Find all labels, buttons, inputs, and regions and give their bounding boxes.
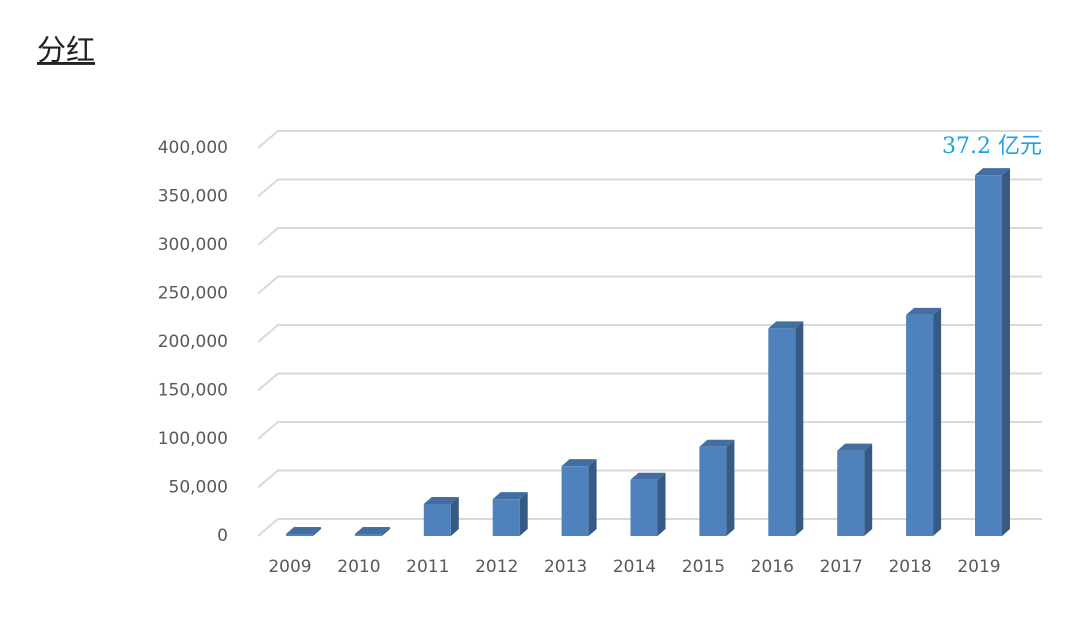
x-tick-label: 2009	[268, 557, 311, 577]
y-tick-label: 150,000	[158, 381, 228, 401]
bar	[768, 328, 796, 536]
x-tick-label: 2019	[957, 557, 1000, 577]
y-tick-label: 50,000	[169, 478, 228, 498]
bar-top	[699, 439, 735, 447]
bar-side	[726, 439, 735, 536]
bar	[906, 314, 934, 536]
bar	[837, 450, 865, 536]
bar-top	[975, 168, 1010, 176]
bar	[354, 534, 382, 536]
bar-side	[864, 443, 873, 536]
bar	[699, 446, 727, 536]
bar-side	[450, 496, 459, 536]
bar	[630, 479, 658, 536]
bar-side	[519, 492, 528, 536]
y-tick-label: 250,000	[158, 284, 228, 304]
x-tick-label: 2015	[682, 557, 725, 577]
y-tick-label: 200,000	[158, 332, 228, 352]
bar	[561, 466, 589, 536]
bar-side	[313, 527, 321, 536]
x-tick-label: 2016	[751, 557, 794, 577]
x-tick-label: 2012	[475, 557, 518, 577]
x-tick-label: 2010	[337, 557, 380, 577]
y-tick-label: 0	[217, 526, 228, 546]
x-tick-label: 2013	[544, 557, 587, 577]
y-tick-label: 350,000	[158, 187, 228, 207]
x-tick-label: 2018	[888, 557, 931, 577]
bar-top	[768, 321, 804, 329]
annotation: 37.2 亿元	[942, 134, 1042, 159]
y-tick-label: 100,000	[158, 429, 228, 449]
bar-side	[381, 527, 390, 536]
bar-top	[286, 527, 321, 535]
grid-line	[257, 275, 1042, 295]
bar	[423, 503, 451, 536]
grid-line	[257, 130, 1042, 149]
bar-side	[1002, 168, 1010, 536]
bar-top	[630, 472, 666, 480]
bar-side	[588, 459, 597, 536]
bar-top	[906, 307, 942, 315]
bar-top	[837, 443, 873, 451]
bar	[286, 534, 313, 536]
y-tick-label: 400,000	[158, 138, 228, 158]
page-title: 分红	[37, 33, 95, 67]
y-tick-label: 300,000	[158, 235, 228, 255]
bar-top	[354, 527, 390, 535]
x-tick-label: 2011	[406, 557, 449, 577]
bar	[975, 175, 1002, 536]
bar-side	[795, 321, 804, 536]
bar-top	[561, 459, 597, 467]
bar-side	[933, 307, 942, 536]
bar	[492, 499, 520, 536]
grid-line	[257, 227, 1042, 246]
bar-top	[492, 492, 528, 500]
x-tick-label: 2017	[820, 557, 863, 577]
x-tick-label: 2014	[613, 557, 656, 577]
bar-top	[423, 496, 459, 504]
grid-line	[257, 178, 1042, 198]
bar-side	[657, 472, 666, 536]
